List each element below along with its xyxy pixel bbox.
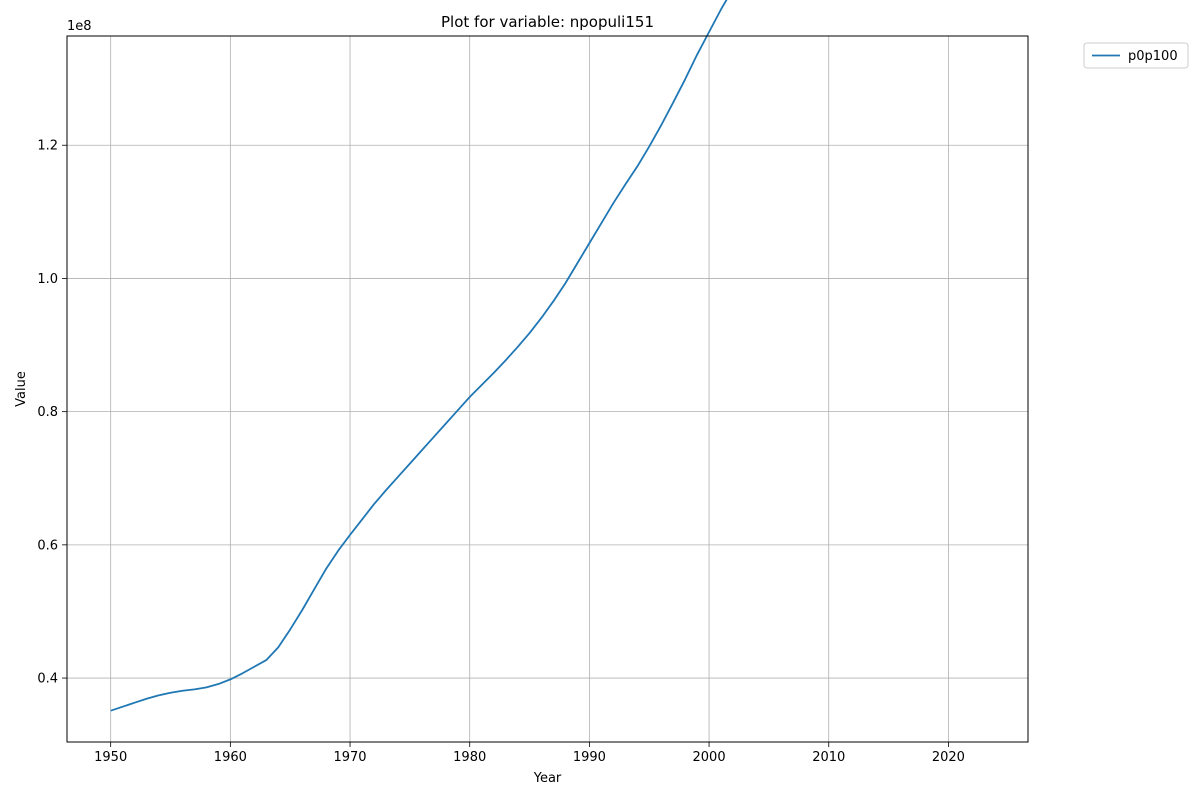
y-tick-label: 1.2 (37, 139, 58, 154)
y-tick-label: 1.0 (37, 272, 58, 287)
series-line-p0p100 (110, 0, 728, 712)
x-tick-label: 2010 (812, 750, 845, 765)
y-tick-label: 0.6 (37, 538, 58, 553)
legend-box (1083, 42, 1189, 69)
legend: p0p100 (1083, 42, 1189, 69)
x-tick-label: 1960 (214, 750, 247, 765)
x-tick-label: 1990 (573, 750, 606, 765)
x-axis-ticks: 1950 1960 1970 1980 1990 2000 2010 2020 (94, 742, 965, 765)
axes-frame (66, 35, 1029, 743)
y-axis-offset-label: 1e8 (67, 19, 92, 34)
y-axis-ticks: 0.4 0.6 0.8 1.0 1.2 (37, 139, 67, 687)
x-tick-label: 2000 (693, 750, 726, 765)
legend-label-p0p100: p0p100 (1128, 49, 1178, 64)
series-group (110, 0, 728, 712)
x-axis-label: Year (533, 771, 562, 786)
y-tick-label: 0.8 (37, 405, 58, 420)
y-tick-label: 0.4 (37, 672, 58, 687)
x-tick-label: 1950 (94, 750, 127, 765)
y-axis-label: Value (14, 371, 29, 407)
x-tick-label: 1970 (333, 750, 366, 765)
chart-title: Plot for variable: npopuli151 (441, 13, 654, 31)
x-tick-label: 2020 (932, 750, 965, 765)
grid (67, 36, 1028, 742)
x-tick-label: 1980 (453, 750, 486, 765)
